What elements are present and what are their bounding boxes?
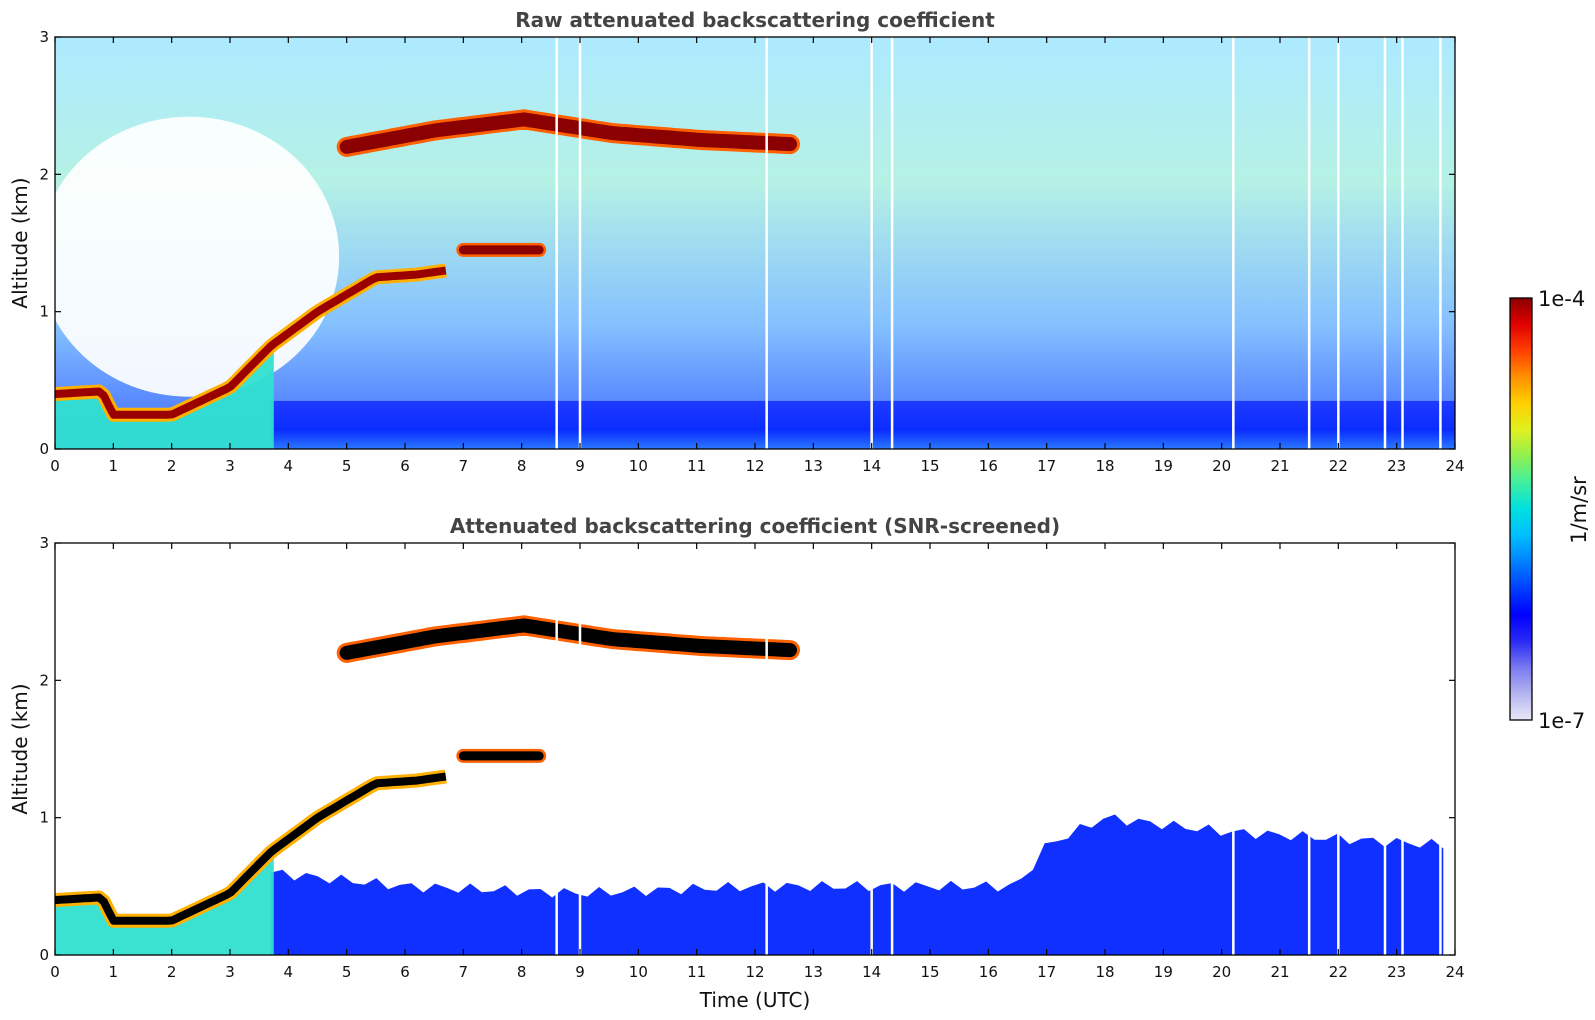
x-tick-label: 16 xyxy=(979,963,998,981)
x-tick-label: 23 xyxy=(1387,963,1406,981)
colorbar: 1e-4 1e-7 1/m/sr xyxy=(1509,287,1591,733)
chart-title-screened: Attenuated backscattering coefficient (S… xyxy=(450,514,1060,538)
panel-raw: Raw attenuated backscattering coefficien… xyxy=(8,8,1465,475)
x-tick-label: 17 xyxy=(1037,457,1056,475)
boundary-layer-region xyxy=(55,343,274,449)
y-axis-screened: 0 1 2 3 xyxy=(39,534,1455,964)
boundary-layer-top xyxy=(55,266,447,419)
boundary-layer-region xyxy=(55,849,274,955)
x-tick-label: 17 xyxy=(1037,963,1056,981)
x-tick-label: 19 xyxy=(1154,963,1173,981)
x-tick-label: 24 xyxy=(1445,457,1464,475)
x-tick-label: 8 xyxy=(517,963,527,981)
x-tick-label: 0 xyxy=(50,963,60,981)
x-axis-screened: 0 1 2 3 4 5 6 7 8 9 10 11 12 13 14 15 16 17 18 19 20 21 22 23 24 xyxy=(50,543,1465,981)
colorbar-max-label: 1e-4 xyxy=(1538,287,1585,311)
colorbar-gradient xyxy=(1510,298,1532,720)
colorbar-min-label: 1e-7 xyxy=(1538,709,1585,733)
x-tick-label: 5 xyxy=(342,457,352,475)
x-tick-label: 24 xyxy=(1445,963,1464,981)
x-tick-label: 13 xyxy=(804,457,823,475)
x-tick-label: 9 xyxy=(575,457,585,475)
cloud-layer xyxy=(339,618,797,660)
x-axis-raw: 0 1 2 3 4 5 6 7 8 9 10 11 12 13 14 15 16 17 18 19 20 21 22 23 24 xyxy=(50,37,1465,475)
y-tick-label: 0 xyxy=(39,946,49,964)
x-tick-label: 23 xyxy=(1387,457,1406,475)
x-tick-label: 11 xyxy=(687,457,706,475)
aerosol-layer xyxy=(270,814,1444,955)
x-tick-label: 14 xyxy=(862,963,881,981)
x-tick-label: 1 xyxy=(109,457,119,475)
x-tick-label: 10 xyxy=(629,457,648,475)
x-tick-label: 14 xyxy=(862,457,881,475)
y-tick-label: 2 xyxy=(39,165,49,183)
y-tick-label: 1 xyxy=(39,303,49,321)
boundary-layer-top xyxy=(55,772,447,925)
panel-screened: Attenuated backscattering coefficient (S… xyxy=(8,514,1465,1012)
y-axis-raw: 0 1 2 3 xyxy=(39,28,1455,458)
x-tick-label: 4 xyxy=(284,963,294,981)
y-tick-label: 3 xyxy=(39,534,49,552)
x-tick-label: 5 xyxy=(342,963,352,981)
x-tick-label: 7 xyxy=(459,457,469,475)
x-tick-label: 11 xyxy=(687,963,706,981)
y-tick-label: 1 xyxy=(39,809,49,827)
x-tick-label: 20 xyxy=(1212,457,1231,475)
x-tick-label: 22 xyxy=(1329,457,1348,475)
x-tick-label: 6 xyxy=(400,963,410,981)
x-tick-label: 21 xyxy=(1270,457,1289,475)
x-tick-label: 2 xyxy=(167,457,177,475)
x-tick-label: 16 xyxy=(979,457,998,475)
colorbar-frame xyxy=(1509,297,1533,721)
x-tick-label: 19 xyxy=(1154,457,1173,475)
x-tick-label: 12 xyxy=(745,457,764,475)
x-tick-label: 15 xyxy=(920,963,939,981)
x-tick-label: 21 xyxy=(1270,963,1289,981)
x-tick-label: 18 xyxy=(1095,963,1114,981)
x-tick-label: 18 xyxy=(1095,457,1114,475)
cloud-layer xyxy=(339,112,797,154)
low-signal-region xyxy=(55,116,340,397)
x-tick-label: 9 xyxy=(575,963,585,981)
y-axis-label-raw: Altitude (km) xyxy=(8,177,32,308)
chart-title-raw: Raw attenuated backscattering coefficien… xyxy=(515,8,995,32)
x-tick-label: 2 xyxy=(167,963,177,981)
x-tick-label: 13 xyxy=(804,963,823,981)
x-tick-label: 8 xyxy=(517,457,527,475)
colorbar-unit-label: 1/m/sr xyxy=(1567,476,1591,544)
y-axis-label-screened: Altitude (km) xyxy=(8,683,32,814)
y-tick-label: 2 xyxy=(39,671,49,689)
x-tick-label: 22 xyxy=(1329,963,1348,981)
x-tick-label: 4 xyxy=(284,457,294,475)
x-axis-label-time: Time (UTC) xyxy=(699,988,811,1012)
y-tick-label: 3 xyxy=(39,28,49,46)
heatmap-screened xyxy=(55,543,1455,955)
x-tick-label: 10 xyxy=(629,963,648,981)
ground-aerosol-layer xyxy=(270,400,1455,449)
y-tick-label: 0 xyxy=(39,440,49,458)
x-tick-label: 15 xyxy=(920,457,939,475)
x-tick-label: 3 xyxy=(225,457,235,475)
x-tick-label: 7 xyxy=(459,963,469,981)
x-tick-label: 20 xyxy=(1212,963,1231,981)
x-tick-label: 3 xyxy=(225,963,235,981)
x-tick-label: 1 xyxy=(109,963,119,981)
x-tick-label: 6 xyxy=(400,457,410,475)
heatmap-raw xyxy=(55,37,1455,449)
x-tick-label: 12 xyxy=(745,963,764,981)
x-tick-label: 0 xyxy=(50,457,60,475)
